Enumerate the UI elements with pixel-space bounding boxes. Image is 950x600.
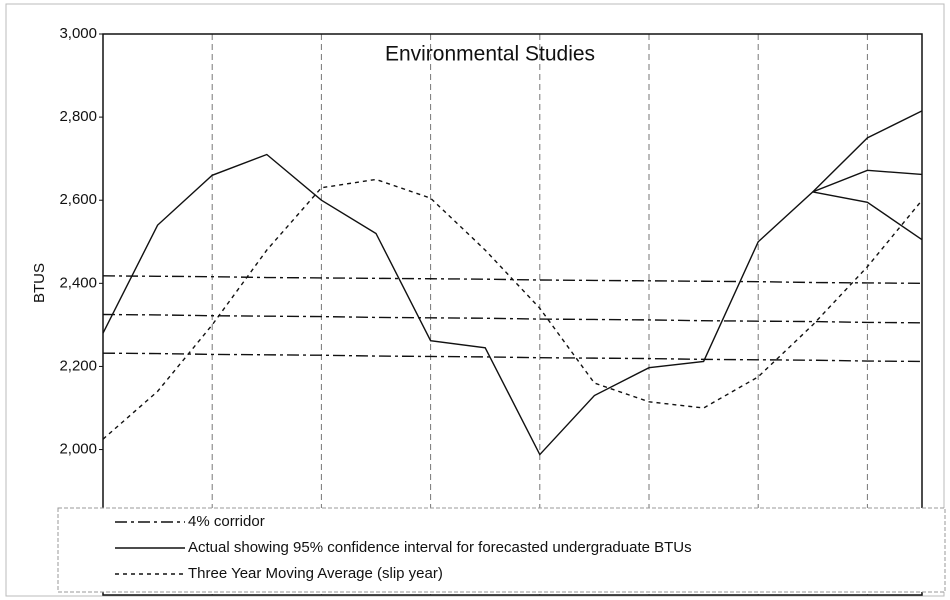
lines (102, 110, 923, 456)
line (102, 352, 923, 363)
plot-border (102, 33, 923, 596)
legend-label: Actual showing 95% confidence interval f… (188, 539, 692, 556)
y-tick-label: 2,800 (59, 108, 97, 125)
grid (99, 33, 868, 595)
y-tick-label: 2,000 (59, 441, 97, 458)
legend-box (57, 507, 946, 593)
legend: 4% corridor Actual showing 95% confidence… (57, 507, 946, 593)
chart-title: Environmental Studies (385, 43, 595, 66)
y-tick-label: 3,000 (59, 25, 97, 42)
line (812, 110, 923, 193)
y-axis-label: BTUS (31, 263, 48, 303)
line (102, 178, 923, 440)
y-tick-label: 2,600 (59, 191, 97, 208)
y-tick-label: 2,200 (59, 357, 97, 374)
line (812, 191, 923, 241)
line (102, 313, 923, 324)
y-tick-label: 2,400 (59, 274, 97, 291)
legend-label: Three Year Moving Average (slip year) (188, 565, 443, 582)
frame (5, 3, 945, 597)
legend-label: 4% corridor (188, 513, 265, 530)
line (102, 153, 923, 456)
